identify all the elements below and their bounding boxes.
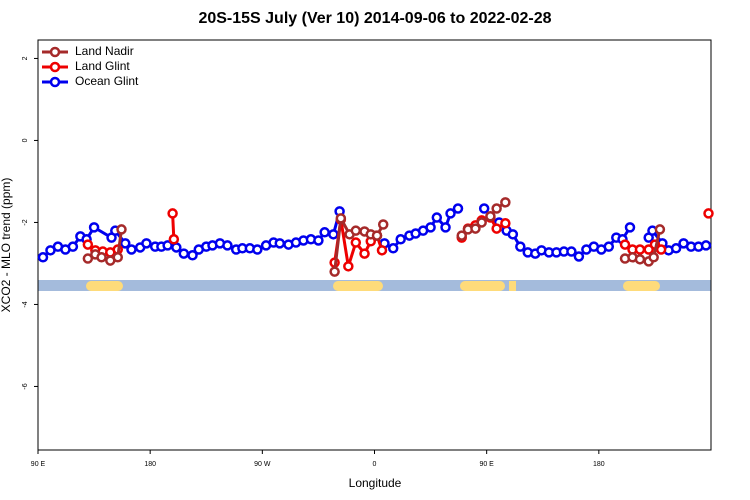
data-point [96, 252, 107, 263]
data-point [82, 253, 94, 264]
legend-label: Land Nadir [75, 44, 134, 58]
data-point [119, 238, 131, 249]
data-point [470, 223, 481, 234]
data-point [445, 208, 456, 219]
data-point [222, 240, 233, 251]
data-point [703, 208, 714, 219]
data-point [425, 222, 436, 233]
data-point [654, 224, 666, 235]
y-axis-label: XCO2 - MLO trend (ppm) [0, 178, 13, 313]
data-point [187, 250, 198, 261]
data-point [371, 230, 383, 241]
data-point [328, 229, 339, 240]
data-point [82, 239, 94, 250]
x-tick-label: 180 [593, 461, 605, 468]
data-point [350, 237, 362, 248]
legend-marker [49, 61, 61, 73]
data-point [359, 248, 370, 259]
x-axis-label: Longitude [349, 476, 402, 490]
y-tick-label: 0 [22, 138, 29, 142]
data-point [377, 219, 389, 230]
data-point [500, 197, 511, 208]
data-point [491, 223, 502, 234]
data-point [37, 252, 49, 263]
plot-area [37, 197, 713, 277]
x-tick-label: 90 E [31, 461, 46, 468]
data-point [350, 225, 362, 236]
data-point [515, 241, 526, 252]
data-point [619, 239, 631, 250]
data-point [603, 241, 615, 252]
data-point [67, 241, 79, 252]
x-tick-label: 90 E [479, 461, 494, 468]
series [84, 209, 713, 270]
data-point [141, 238, 152, 249]
data-point [376, 245, 388, 256]
series [37, 203, 712, 263]
data-point [274, 238, 286, 249]
data-point [126, 244, 137, 255]
data-point [313, 235, 324, 246]
data-point [478, 203, 490, 214]
data-point [178, 248, 190, 259]
data-point [456, 230, 467, 241]
data-point [329, 266, 340, 277]
data-point [167, 208, 178, 219]
y-tick-label: 2 [22, 56, 29, 60]
data-point [88, 222, 100, 233]
y-tick-label: -6 [22, 383, 29, 389]
data-point [655, 244, 667, 255]
y-tick-label: -2 [22, 219, 29, 225]
data-point [431, 212, 443, 223]
data-point [476, 217, 487, 228]
data-point [343, 261, 354, 272]
data-point [335, 213, 347, 224]
y-tick-label: -4 [22, 301, 29, 307]
data-point [452, 203, 464, 214]
chart-title: 20S-15S July (Ver 10) 2014-09-06 to 2022… [198, 10, 551, 27]
data-point [116, 224, 127, 235]
legend-marker [49, 46, 61, 58]
data-point [700, 240, 712, 251]
data-point [624, 222, 636, 233]
data-point [171, 242, 182, 253]
data-point [112, 252, 124, 263]
land-ocean-strip [38, 280, 711, 291]
data-point [395, 234, 406, 245]
data-point [491, 203, 502, 214]
x-tick-label: 180 [144, 461, 156, 468]
data-point [440, 222, 451, 233]
data-point [634, 254, 646, 265]
data-point [168, 234, 180, 245]
data-point [566, 246, 577, 257]
data-point [485, 211, 496, 222]
data-point [252, 244, 263, 255]
legend-marker [49, 76, 61, 88]
x-tick-label: 90 W [254, 461, 271, 468]
data-point [387, 243, 399, 254]
data-point [573, 251, 585, 262]
legend-label: Land Glint [75, 59, 130, 73]
x-tick-label: 0 [373, 461, 377, 468]
data-point [634, 244, 646, 255]
legend-label: Ocean Glint [75, 74, 139, 88]
data-point [648, 252, 659, 263]
data-point [670, 243, 682, 254]
data-point [319, 227, 330, 238]
data-point [507, 229, 519, 240]
series [82, 197, 666, 277]
data-point [500, 218, 511, 229]
